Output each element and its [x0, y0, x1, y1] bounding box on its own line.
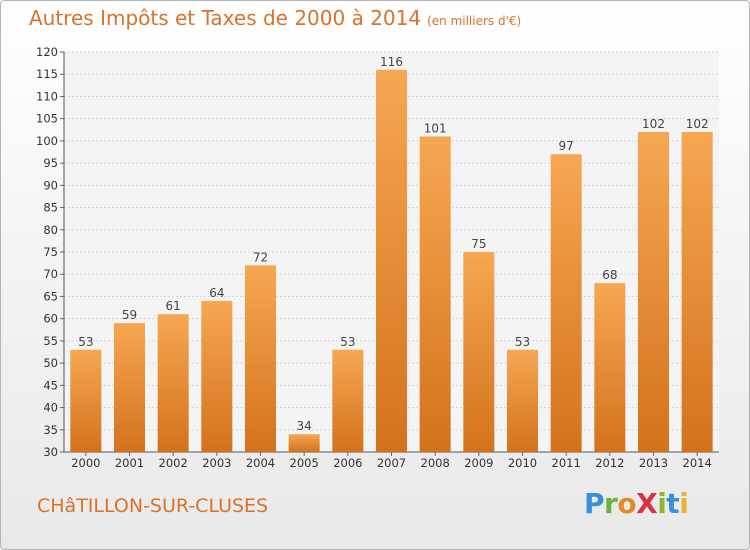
- logo-letter: t: [666, 487, 680, 520]
- data-label: 59: [122, 308, 137, 322]
- logo-letter: i: [679, 487, 689, 520]
- bar: [638, 132, 669, 452]
- x-tick-label: 2007: [377, 456, 406, 470]
- bar: [245, 265, 276, 452]
- data-label: 34: [297, 419, 312, 433]
- x-tick-label: 2000: [71, 456, 100, 470]
- y-tick-label: 105: [36, 112, 58, 126]
- bar: [70, 349, 102, 452]
- logo-letter: i: [657, 487, 667, 520]
- data-label: 53: [78, 335, 93, 349]
- bar: [376, 69, 407, 453]
- bar: [507, 349, 538, 452]
- y-tick-label: 70: [43, 267, 58, 281]
- data-label: 61: [166, 299, 181, 313]
- y-tick-label: 75: [43, 245, 58, 259]
- bar: [157, 314, 189, 452]
- y-tick-label: 50: [43, 356, 58, 370]
- data-label: 64: [209, 286, 224, 300]
- data-label: 53: [515, 335, 530, 349]
- x-tick-label: 2006: [333, 456, 362, 470]
- y-tick-label: 110: [36, 89, 58, 103]
- bar: [332, 349, 364, 452]
- proxiti-logo[interactable]: ProXiti: [584, 487, 689, 520]
- x-tick-label: 2012: [595, 456, 624, 470]
- y-tick-label: 45: [43, 378, 58, 392]
- x-tick-label: 2002: [159, 456, 188, 470]
- x-tick-label: 2004: [246, 456, 275, 470]
- x-tick-label: 2014: [683, 456, 712, 470]
- logo-letter: o: [617, 487, 637, 520]
- chart-title: Autres Impôts et Taxes de 2000 à 2014 (en…: [29, 6, 521, 30]
- bar: [463, 252, 495, 452]
- logo-letter: X: [636, 487, 658, 520]
- y-tick-label: 60: [43, 312, 58, 326]
- data-label: 75: [471, 237, 486, 251]
- bar: [681, 132, 713, 452]
- y-tick-label: 95: [43, 156, 58, 170]
- x-tick-label: 2013: [639, 456, 668, 470]
- y-tick-label: 80: [43, 223, 58, 237]
- y-tick-label: 35: [43, 423, 58, 437]
- bar: [288, 434, 320, 452]
- x-tick-label: 2011: [552, 456, 581, 470]
- y-tick-label: 85: [43, 201, 58, 215]
- data-label: 68: [602, 268, 617, 282]
- x-tick-label: 2009: [464, 456, 493, 470]
- chart-title-text: Autres Impôts et Taxes de 2000 à 2014: [29, 6, 422, 30]
- bar: [550, 154, 582, 452]
- x-tick-label: 2005: [290, 456, 319, 470]
- y-tick-label: 30: [43, 445, 58, 459]
- y-tick-label: 65: [43, 289, 58, 303]
- bar: [419, 136, 451, 452]
- y-tick-label: 115: [36, 67, 58, 81]
- y-tick-label: 90: [43, 178, 58, 192]
- logo-letter: r: [604, 487, 618, 520]
- logo-letter: P: [584, 487, 605, 520]
- chart-unit: (en milliers d'€): [427, 14, 522, 28]
- x-tick-label: 2003: [202, 456, 231, 470]
- y-tick-label: 100: [36, 134, 58, 148]
- y-tick-label: 55: [43, 334, 58, 348]
- y-tick-label: 120: [36, 45, 58, 59]
- data-label: 102: [642, 117, 665, 131]
- y-tick-label: 40: [43, 401, 58, 415]
- x-tick-label: 2008: [421, 456, 450, 470]
- bar: [201, 300, 233, 452]
- place-name: CHâTILLON-SUR-CLUSES: [37, 495, 269, 517]
- data-label: 72: [253, 250, 268, 264]
- x-tick-label: 2001: [115, 456, 144, 470]
- x-tick-label: 2010: [508, 456, 537, 470]
- data-label: 101: [424, 121, 447, 135]
- data-label: 97: [559, 139, 574, 153]
- bar: [594, 283, 626, 452]
- data-label: 53: [340, 335, 355, 349]
- bar: [114, 323, 145, 452]
- data-label: 116: [380, 55, 403, 69]
- data-label: 102: [686, 117, 709, 131]
